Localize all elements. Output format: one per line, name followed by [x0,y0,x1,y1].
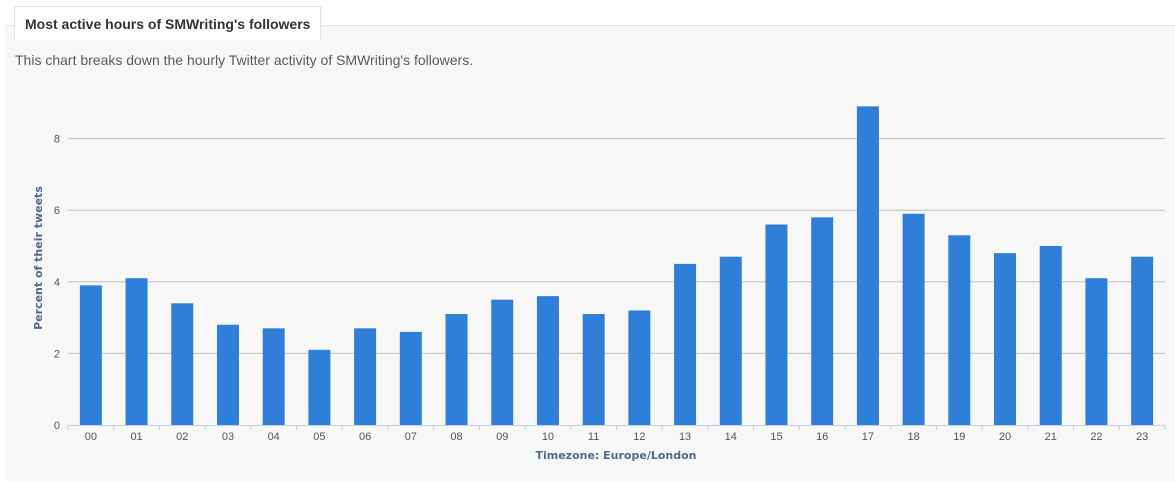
bar-10[interactable] [536,296,559,425]
bar-06[interactable] [354,328,377,425]
x-axis-title: Timezone: Europe/London [535,449,696,462]
x-tick-label: 06 [359,431,371,443]
x-tick-label: 21 [1045,431,1057,443]
x-tick-label: 23 [1136,431,1148,443]
x-tick-label: 01 [130,431,142,443]
bar-12[interactable] [628,310,651,425]
y-tick-label: 8 [54,134,60,146]
bar-01[interactable] [125,278,148,425]
x-tick-label: 19 [953,431,965,443]
bar-03[interactable] [216,324,239,425]
x-tick-label: 10 [542,431,554,443]
bar-23[interactable] [1131,256,1154,425]
x-tick-label: 17 [862,431,874,443]
x-tick-label: 16 [816,431,828,443]
x-tick-label: 18 [907,431,919,443]
grid-lines [68,138,1165,354]
bar-07[interactable] [399,331,422,425]
y-tick-label: 4 [54,277,60,289]
bars [79,106,1154,425]
bar-14[interactable] [719,256,742,425]
bar-18[interactable] [902,213,925,425]
x-tick-label: 20 [999,431,1011,443]
x-tick-label: 08 [450,431,462,443]
x-tick-label: 15 [770,431,782,443]
y-tick-label: 2 [54,348,60,360]
y-axis-ticks: 0 2 4 6 8 [54,134,60,432]
bar-09[interactable] [491,299,514,425]
chart-tab-title[interactable]: Most active hours of SMWriting's followe… [14,6,322,40]
x-tick-label: 05 [313,431,325,443]
bar-19[interactable] [948,235,971,425]
x-tick-label: 04 [268,431,280,443]
y-tick-label: 0 [54,420,60,432]
x-tick-label: 00 [85,431,97,443]
x-tick-label: 12 [633,431,645,443]
bar-16[interactable] [811,217,834,425]
y-axis-title: Percent of their tweets [32,186,45,330]
x-axis: 00 01 02 03 04 05 06 07 08 09 10 11 12 13 14 15 16 17 18 19… [67,425,1166,443]
bar-21[interactable] [1039,246,1062,425]
bar-02[interactable] [171,303,194,425]
x-tick-label: 02 [176,431,188,443]
bar-17[interactable] [856,106,879,425]
bar-08[interactable] [445,314,468,425]
x-tick-label: 07 [405,431,417,443]
bar-15[interactable] [765,224,788,425]
bar-13[interactable] [674,263,697,425]
chart-description: This chart breaks down the hourly Twitte… [15,52,474,68]
bar-05[interactable] [308,349,331,425]
x-tick-label: 03 [222,431,234,443]
x-tick-label: 11 [588,431,599,443]
x-tick-label: 14 [725,431,737,443]
x-tick-label: 22 [1090,431,1102,443]
bar-04[interactable] [262,328,285,425]
bar-22[interactable] [1085,278,1108,425]
bar-11[interactable] [582,314,605,425]
bar-20[interactable] [994,253,1017,425]
x-tick-label: 13 [679,431,691,443]
x-tick-label: 09 [496,431,508,443]
bar-00[interactable] [79,285,102,425]
y-tick-label: 6 [54,205,60,217]
